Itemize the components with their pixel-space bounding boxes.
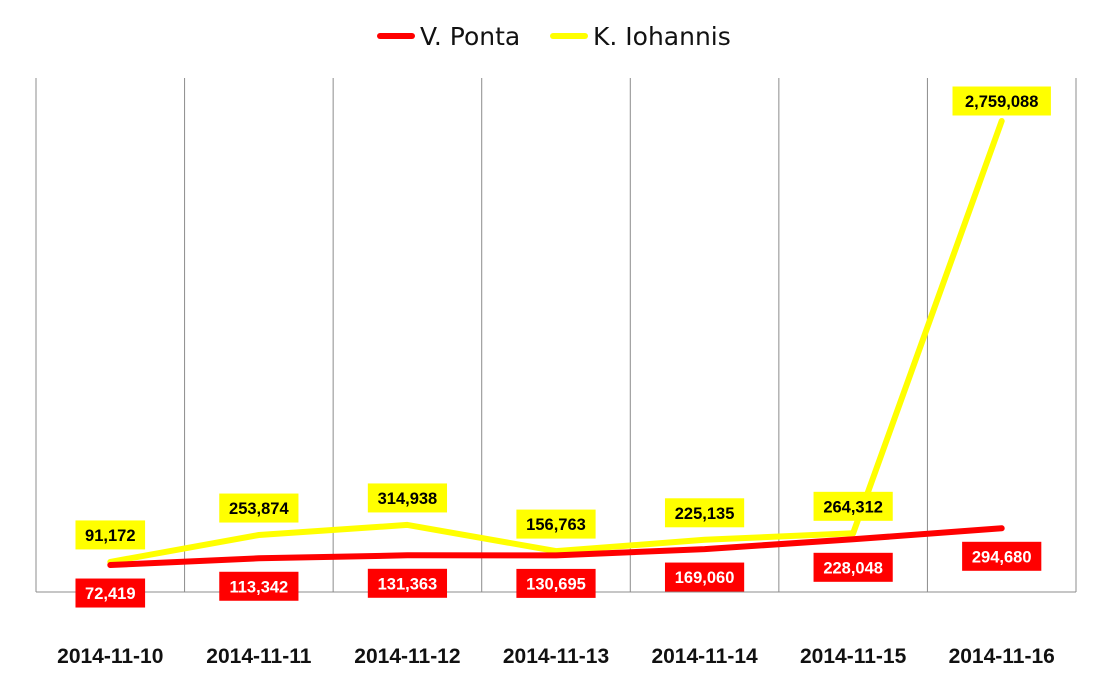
data-label-ponta-box: [367, 568, 448, 598]
data-label-iohannis: 253,874: [219, 493, 299, 523]
x-tick-label: 2014-11-14: [651, 645, 758, 668]
data-label-iohannis-text: 156,763: [526, 516, 586, 534]
legend-item-ponta: V. Ponta: [377, 22, 520, 51]
series-line-iohannis: [107, 118, 1005, 565]
data-label-iohannis: 314,938: [367, 483, 448, 513]
data-label-iohannis-box: [516, 509, 596, 539]
data-label-iohannis: 225,135: [664, 498, 745, 528]
data-label-ponta-text: 72,419: [85, 585, 135, 603]
x-axis-tick-labels: 2014-11-10 2014-11-11 2014-11-12 2014-11-13…: [57, 645, 1055, 668]
data-label-iohannis: 264,312: [813, 491, 893, 521]
data-label-iohannis-box: [952, 86, 1051, 116]
data-label-ponta: 72,419: [75, 578, 146, 608]
x-tick-label: 2014-11-12: [354, 645, 460, 668]
data-label-ponta-text: 294,680: [972, 548, 1032, 566]
data-label-ponta-box: [75, 578, 146, 608]
data-label-ponta-text: 130,695: [526, 575, 586, 593]
series-line-ponta: [107, 525, 1005, 568]
data-label-iohannis-box: [219, 493, 299, 523]
data-label-iohannis-text: 2,759,088: [965, 93, 1038, 111]
data-label-iohannis-text: 314,938: [378, 490, 438, 508]
legend-item-iohannis: K. Iohannis: [550, 22, 731, 51]
data-label-iohannis-text: 253,874: [229, 500, 289, 518]
data-label-ponta-box: [664, 562, 745, 592]
data-label-iohannis-text: 264,312: [823, 498, 883, 516]
data-label-iohannis-box: [813, 491, 893, 521]
series-lines: [107, 118, 1005, 568]
x-tick-label: 2014-11-10: [57, 645, 163, 668]
data-label-iohannis: 91,172: [75, 520, 146, 550]
data-label-iohannis-box: [664, 498, 745, 528]
data-label-ponta: 130,695: [516, 568, 596, 598]
data-label-ponta: 169,060: [664, 562, 745, 592]
data-label-ponta: 294,680: [962, 541, 1042, 571]
data-label-iohannis: 2,759,088: [952, 86, 1051, 116]
x-tick-label: 2014-11-15: [800, 645, 907, 668]
data-label-iohannis-box: [75, 520, 146, 550]
data-label-ponta: 113,342: [219, 571, 299, 601]
data-label-ponta-box: [219, 571, 299, 601]
x-tick-label: 2014-11-13: [503, 645, 609, 668]
data-label-ponta-text: 113,342: [229, 578, 288, 596]
data-label-iohannis: 156,763: [516, 509, 596, 539]
data-label-ponta: 131,363: [367, 568, 448, 598]
data-labels: 72,419 113,342 131,363 130,695 169,060 228,04…: [75, 86, 1051, 608]
legend-label: V. Ponta: [420, 22, 520, 51]
data-label-iohannis-box: [367, 483, 448, 513]
data-label-ponta-text: 169,060: [675, 569, 735, 587]
legend-label: K. Iohannis: [593, 22, 731, 51]
x-tick-label: 2014-11-11: [206, 645, 311, 668]
data-label-ponta-box: [962, 541, 1042, 571]
x-tick-label: 2014-11-16: [949, 645, 1055, 668]
data-label-ponta-box: [813, 552, 893, 582]
data-label-ponta-box: [516, 568, 596, 598]
legend: V. Ponta K. Iohannis: [377, 22, 731, 51]
data-label-ponta-text: 228,048: [823, 559, 883, 577]
data-label-ponta: 228,048: [813, 552, 893, 582]
data-label-iohannis-text: 91,172: [85, 527, 135, 545]
data-label-iohannis-text: 225,135: [675, 505, 735, 523]
data-label-ponta-text: 131,363: [378, 575, 438, 593]
